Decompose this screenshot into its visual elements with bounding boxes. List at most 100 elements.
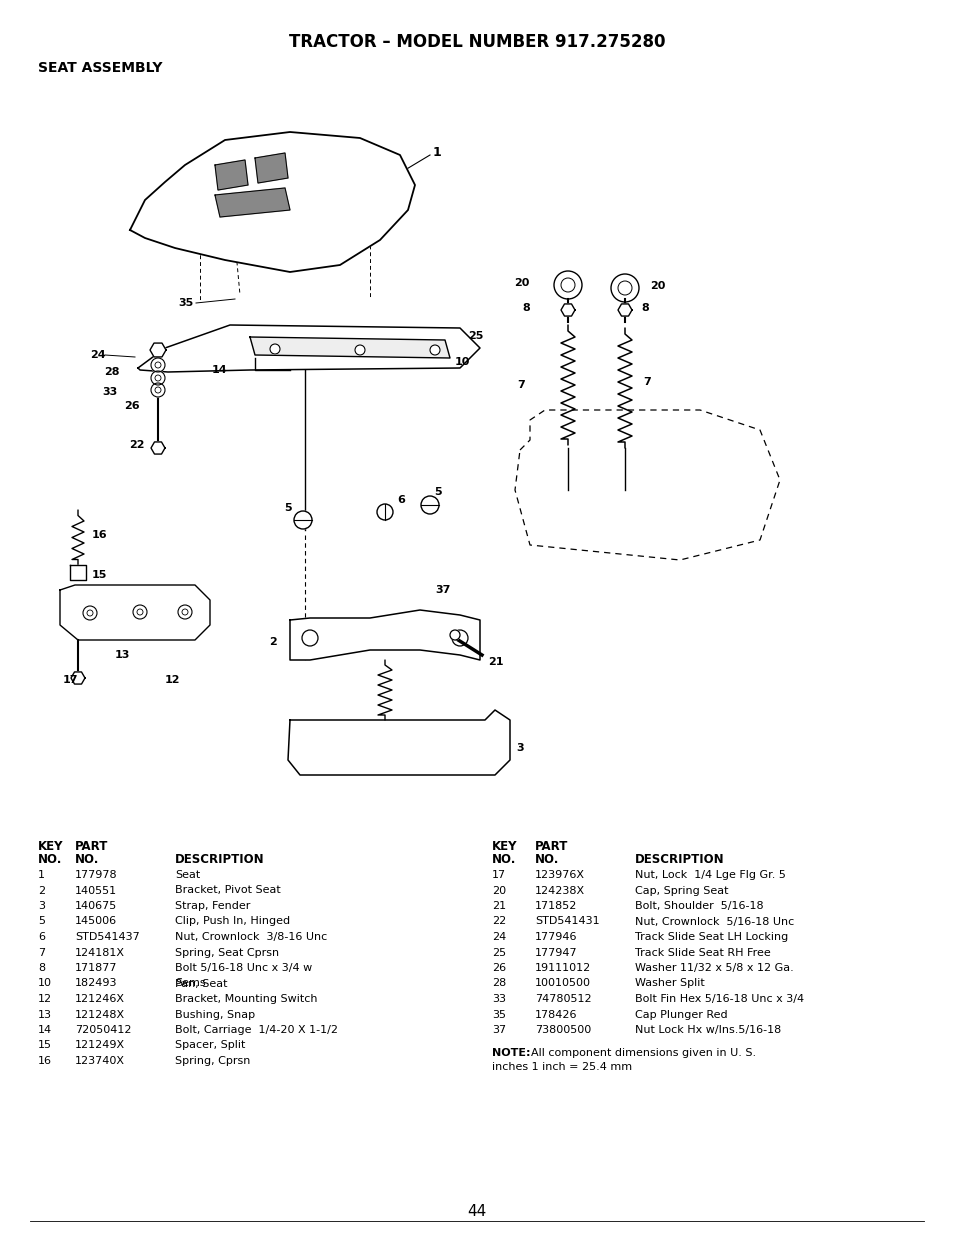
Text: 1: 1: [38, 870, 45, 880]
Text: 35: 35: [492, 1010, 505, 1020]
Text: 15: 15: [38, 1041, 52, 1051]
Text: 28: 28: [492, 979, 506, 989]
Polygon shape: [618, 304, 631, 316]
Text: 28: 28: [105, 367, 120, 377]
Text: 8: 8: [38, 963, 45, 973]
Polygon shape: [60, 585, 210, 641]
Text: 20: 20: [492, 886, 506, 896]
Circle shape: [178, 605, 192, 620]
Text: 6: 6: [38, 932, 45, 942]
Text: Cap Plunger Red: Cap Plunger Red: [635, 1010, 727, 1020]
Text: 8: 8: [521, 304, 530, 313]
Text: 21: 21: [488, 657, 503, 667]
Circle shape: [270, 344, 280, 354]
Circle shape: [450, 629, 459, 641]
Text: 171877: 171877: [75, 963, 117, 973]
Text: 72050412: 72050412: [75, 1025, 132, 1035]
Text: 5: 5: [284, 503, 292, 513]
Text: NO.: NO.: [492, 852, 516, 866]
Text: NO.: NO.: [75, 852, 99, 866]
Text: 33: 33: [103, 387, 118, 396]
Text: NO.: NO.: [38, 852, 62, 866]
Circle shape: [355, 344, 365, 356]
Text: 121249X: 121249X: [75, 1041, 125, 1051]
Text: Clip, Push In, Hinged: Clip, Push In, Hinged: [174, 917, 290, 927]
Text: 44: 44: [467, 1203, 486, 1218]
Text: Pan, Seat: Pan, Seat: [174, 979, 227, 989]
Text: Cap, Spring Seat: Cap, Spring Seat: [635, 886, 728, 896]
Circle shape: [420, 496, 438, 514]
Text: 17: 17: [492, 870, 506, 880]
Text: 124181X: 124181X: [75, 948, 125, 958]
Text: Nut, Crownlock  5/16-18 Unc: Nut, Crownlock 5/16-18 Unc: [635, 917, 794, 927]
Text: 24: 24: [90, 349, 106, 361]
Text: 3: 3: [516, 743, 523, 753]
Text: 5: 5: [38, 917, 45, 927]
Text: Bracket, Pivot Seat: Bracket, Pivot Seat: [174, 886, 280, 896]
Text: 8: 8: [640, 304, 648, 313]
Circle shape: [430, 344, 439, 356]
Circle shape: [452, 629, 468, 646]
Circle shape: [302, 629, 317, 646]
Text: 22: 22: [492, 917, 506, 927]
Text: Washer Split: Washer Split: [635, 979, 704, 989]
Polygon shape: [71, 672, 85, 684]
Text: 140551: 140551: [75, 886, 117, 896]
Text: Bolt 5/16-18 Unc x 3/4 w: Bolt 5/16-18 Unc x 3/4 w: [174, 963, 312, 973]
Text: 33: 33: [492, 994, 505, 1004]
Text: 171852: 171852: [535, 901, 577, 911]
Text: Bolt, Carriage  1/4-20 X 1-1/2: Bolt, Carriage 1/4-20 X 1-1/2: [174, 1025, 337, 1035]
Text: 20: 20: [514, 278, 530, 287]
Text: Track Slide Seat LH Locking: Track Slide Seat LH Locking: [635, 932, 787, 942]
Text: 73800500: 73800500: [535, 1025, 591, 1035]
Text: 20: 20: [649, 281, 664, 291]
Text: PART: PART: [75, 840, 109, 852]
Text: Bracket, Mounting Switch: Bracket, Mounting Switch: [174, 994, 317, 1004]
Text: 74780512: 74780512: [535, 994, 591, 1004]
Text: 16: 16: [38, 1056, 52, 1066]
Circle shape: [610, 274, 639, 302]
Text: 13: 13: [114, 650, 130, 660]
Text: Washer 11/32 x 5/8 x 12 Ga.: Washer 11/32 x 5/8 x 12 Ga.: [635, 963, 793, 973]
Text: Bushing, Snap: Bushing, Snap: [174, 1010, 254, 1020]
Circle shape: [132, 605, 147, 620]
Text: 17: 17: [63, 675, 78, 685]
Text: 37: 37: [435, 585, 450, 595]
Text: 12: 12: [38, 994, 52, 1004]
Polygon shape: [214, 188, 290, 217]
Circle shape: [151, 383, 165, 396]
Circle shape: [83, 606, 97, 620]
Text: 121246X: 121246X: [75, 994, 125, 1004]
Circle shape: [151, 370, 165, 385]
Circle shape: [151, 358, 165, 372]
Text: PART: PART: [535, 840, 568, 852]
Text: 37: 37: [492, 1025, 506, 1035]
Text: 15: 15: [91, 570, 108, 580]
Text: 6: 6: [396, 496, 404, 506]
Text: 35: 35: [178, 299, 193, 309]
Polygon shape: [130, 133, 415, 273]
Text: 10: 10: [38, 979, 52, 989]
Text: 14: 14: [38, 1025, 52, 1035]
Text: 10: 10: [455, 357, 470, 367]
Text: STD541431: STD541431: [535, 917, 599, 927]
Text: 177978: 177978: [75, 870, 117, 880]
Text: 21: 21: [492, 901, 506, 911]
Text: 5: 5: [434, 487, 441, 497]
Text: Strap, Fender: Strap, Fender: [174, 901, 250, 911]
Text: Spring, Seat Cprsn: Spring, Seat Cprsn: [174, 948, 279, 958]
Polygon shape: [560, 304, 575, 316]
Text: 177947: 177947: [535, 948, 577, 958]
Text: 123740X: 123740X: [75, 1056, 125, 1066]
Circle shape: [294, 510, 312, 529]
Text: 1: 1: [433, 145, 441, 159]
Text: 22: 22: [130, 440, 145, 450]
Text: Spacer, Split: Spacer, Split: [174, 1041, 245, 1051]
Text: 16: 16: [91, 530, 108, 540]
Text: 2: 2: [269, 637, 276, 647]
Text: Bolt Fin Hex 5/16-18 Unc x 3/4: Bolt Fin Hex 5/16-18 Unc x 3/4: [635, 994, 803, 1004]
Text: 25: 25: [468, 331, 483, 341]
Text: Sems: Sems: [174, 979, 206, 989]
Text: 178426: 178426: [535, 1010, 577, 1020]
Text: 7: 7: [517, 380, 524, 390]
